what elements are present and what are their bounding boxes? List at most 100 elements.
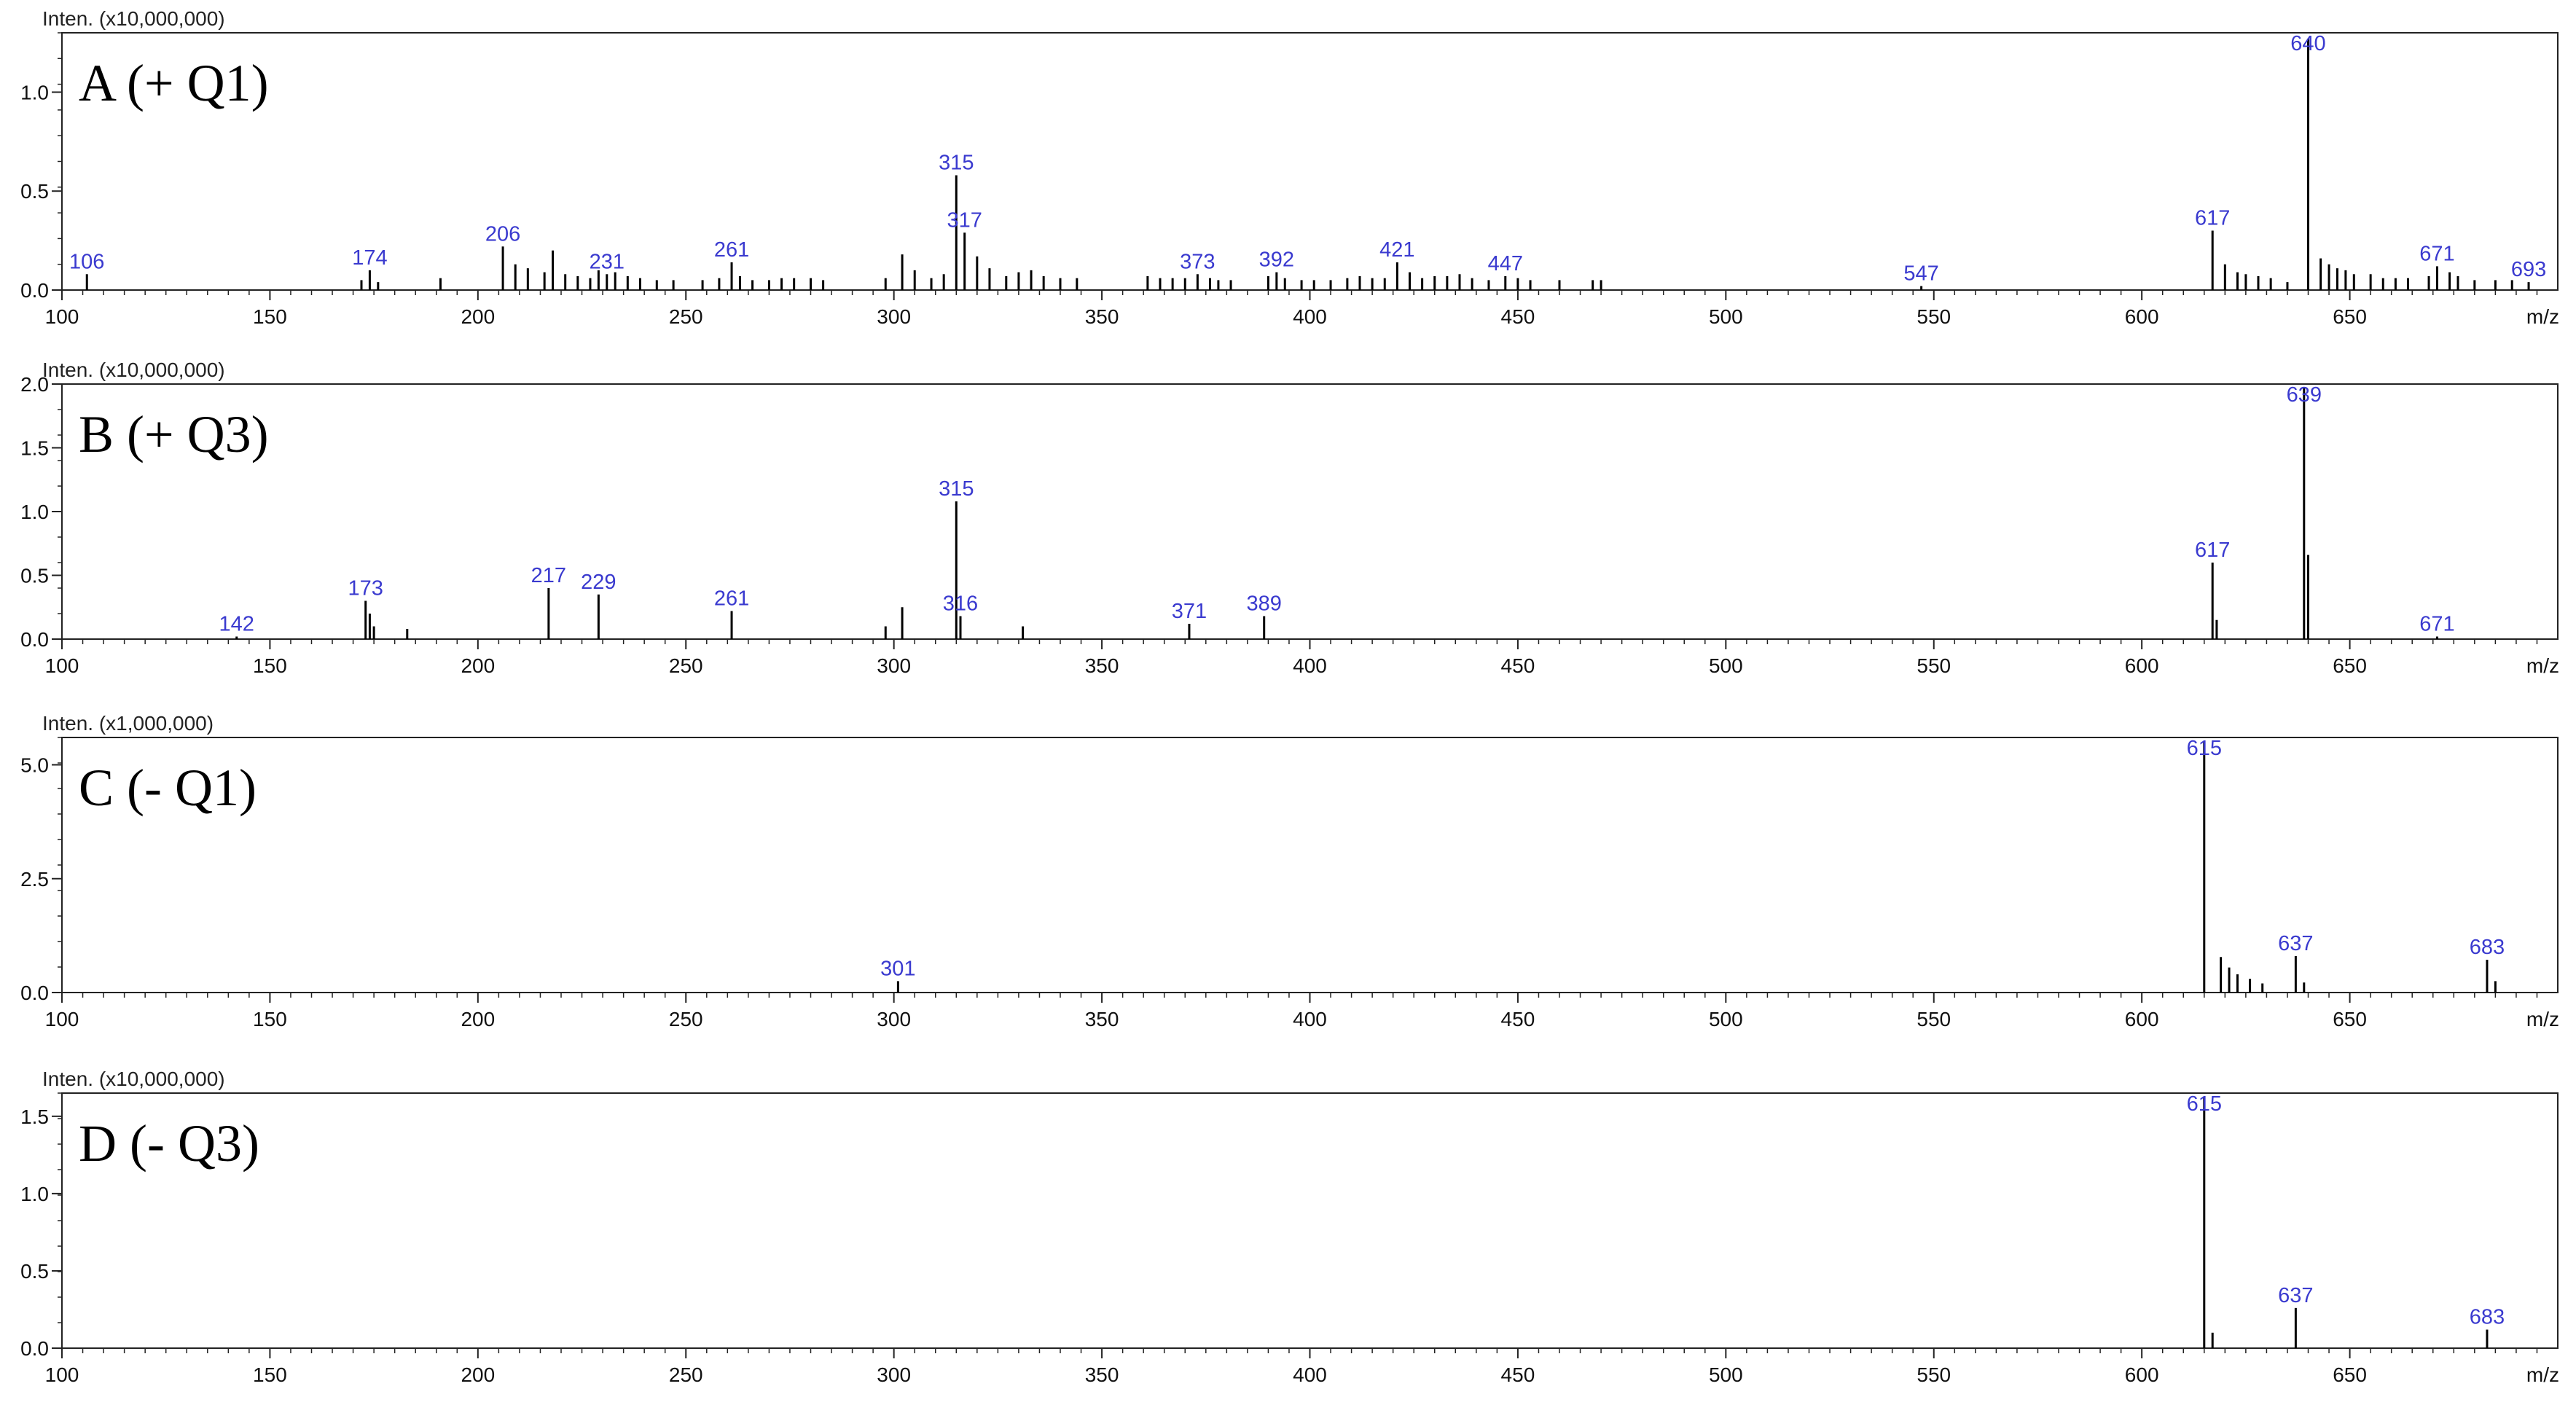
plot-frame	[61, 32, 2559, 291]
x-tick-label: 300	[877, 305, 911, 328]
y-tick-label: 5.0	[20, 754, 49, 777]
peak-label: 373	[1180, 250, 1215, 273]
peak-label: 371	[1172, 600, 1207, 623]
y-tick-label: 0.0	[20, 1337, 49, 1360]
peak-label: 693	[2511, 258, 2546, 281]
y-tick-label: 0.0	[20, 628, 49, 651]
y-tick-label: 2.0	[20, 373, 49, 396]
peak-label: 301	[880, 957, 915, 980]
x-tick-label: 250	[669, 305, 703, 328]
x-tick-label: 400	[1293, 305, 1327, 328]
x-tick-label: 100	[45, 1363, 79, 1386]
x-tick-label: 400	[1293, 654, 1327, 677]
x-tick-label: 350	[1085, 1008, 1119, 1030]
peak-label: 615	[2187, 1092, 2222, 1116]
peak-label: 106	[69, 250, 104, 273]
x-tick-label: 150	[253, 654, 287, 677]
x-tick-label: 650	[2333, 654, 2367, 677]
x-tick-label: 350	[1085, 1363, 1119, 1386]
peak-label: 315	[939, 152, 974, 175]
peak-label: 229	[581, 571, 616, 594]
peak-label: 547	[1903, 262, 1938, 286]
y-tick-label: 2.5	[20, 868, 49, 891]
x-tick-label: 200	[461, 1363, 495, 1386]
x-tick-label: 450	[1501, 305, 1535, 328]
x-tick-label: 500	[1709, 1008, 1743, 1030]
peak-label: 683	[2470, 936, 2505, 959]
x-tick-label: 250	[669, 1363, 703, 1386]
x-tick-label: 200	[461, 305, 495, 328]
y-tick-label: 0.0	[20, 279, 49, 302]
x-tick-label: 150	[253, 305, 287, 328]
x-tick-label: 600	[2125, 305, 2159, 328]
x-tick-label: 600	[2125, 654, 2159, 677]
peak-label: 447	[1488, 252, 1523, 275]
x-tick-label: 350	[1085, 654, 1119, 677]
x-tick-label: 300	[877, 1008, 911, 1030]
y-tick-label: 1.5	[20, 437, 49, 460]
x-tick-label: 400	[1293, 1008, 1327, 1030]
x-tick-label: 550	[1917, 654, 1951, 677]
peak-label: 261	[714, 587, 749, 611]
panel-title: D (- Q3)	[79, 1114, 259, 1173]
intensity-label: Inten. (x10,000,000)	[42, 7, 225, 30]
x-tick-label: 450	[1501, 654, 1535, 677]
x-tick-label: 350	[1085, 305, 1119, 328]
x-tick-label: 100	[45, 1008, 79, 1030]
peak-label: 316	[943, 592, 978, 616]
plot-frame	[61, 383, 2559, 640]
y-tick-label: 1.0	[20, 1183, 49, 1205]
x-tick-label: 250	[669, 654, 703, 677]
peak-label: 617	[2195, 539, 2230, 562]
peak-label: 174	[352, 246, 387, 270]
x-tick-label: 650	[2333, 1008, 2367, 1030]
peak-label: 392	[1259, 248, 1294, 272]
peak-label: 261	[714, 238, 749, 262]
peak-label: 206	[485, 222, 520, 246]
y-tick-label: 1.5	[20, 1105, 49, 1128]
x-tick-label: 600	[2125, 1008, 2159, 1030]
peak-label: 640	[2290, 32, 2325, 55]
y-tick-label: 1.0	[20, 501, 49, 523]
plot-frame	[61, 1092, 2559, 1349]
y-tick-label: 1.0	[20, 81, 49, 103]
x-tick-label: 550	[1917, 1008, 1951, 1030]
y-tick-label: 0.0	[20, 982, 49, 1004]
x-axis-label: m/z	[2526, 654, 2559, 677]
x-tick-label: 600	[2125, 1363, 2159, 1386]
x-tick-label: 100	[45, 305, 79, 328]
peak-label: 683	[2470, 1306, 2505, 1329]
x-tick-label: 300	[877, 654, 911, 677]
y-tick-label: 0.5	[20, 565, 49, 587]
peak-label: 671	[2419, 613, 2454, 636]
x-tick-label: 400	[1293, 1363, 1327, 1386]
x-axis-label: m/z	[2526, 1363, 2559, 1386]
x-tick-label: 500	[1709, 305, 1743, 328]
peak-label: 637	[2278, 932, 2313, 955]
peak-label: 217	[531, 564, 566, 587]
x-tick-label: 650	[2333, 305, 2367, 328]
x-tick-label: 500	[1709, 1363, 1743, 1386]
peak-label: 615	[2187, 737, 2222, 760]
peak-label: 231	[590, 250, 625, 273]
y-tick-label: 0.5	[20, 180, 49, 203]
peak-label: 617	[2195, 207, 2230, 230]
x-tick-label: 150	[253, 1008, 287, 1030]
intensity-label: Inten. (x10,000,000)	[42, 1068, 225, 1090]
peak-label: 639	[2287, 383, 2322, 407]
panel-title: A (+ Q1)	[79, 54, 269, 112]
x-tick-label: 150	[253, 1363, 287, 1386]
x-tick-label: 200	[461, 1008, 495, 1030]
panel-title: C (- Q1)	[79, 759, 257, 817]
peak-label: 142	[219, 613, 254, 636]
peak-label: 315	[939, 477, 974, 501]
peak-label: 389	[1247, 592, 1282, 616]
plot-frame	[61, 737, 2559, 993]
peak-label: 637	[2278, 1284, 2313, 1307]
x-axis-label: m/z	[2526, 305, 2559, 328]
x-tick-label: 200	[461, 654, 495, 677]
panel-title: B (+ Q3)	[79, 405, 269, 463]
peak-label: 173	[348, 577, 383, 600]
intensity-label: Inten. (x10,000,000)	[42, 359, 225, 381]
